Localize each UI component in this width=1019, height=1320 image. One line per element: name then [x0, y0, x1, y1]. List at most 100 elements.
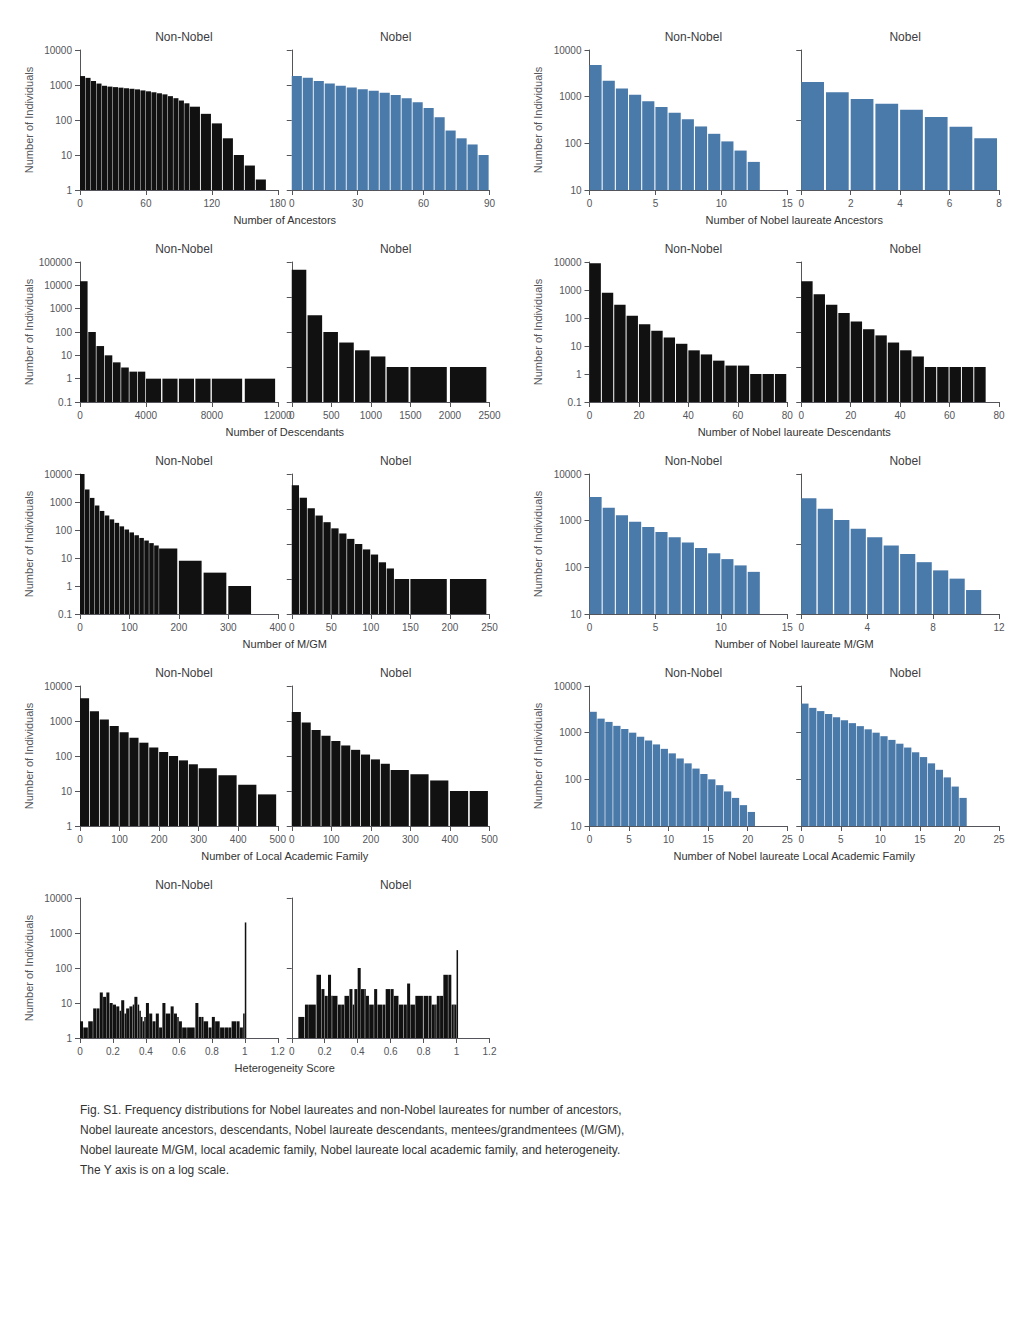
- svg-text:4000: 4000: [135, 410, 158, 421]
- svg-text:0.4: 0.4: [139, 1046, 153, 1057]
- svg-text:1000: 1000: [50, 303, 73, 314]
- svg-text:0: 0: [587, 834, 593, 845]
- svg-text:12: 12: [993, 622, 1005, 633]
- svg-text:120: 120: [203, 198, 220, 209]
- svg-text:400: 400: [230, 834, 247, 845]
- svg-text:Nobel: Nobel: [889, 242, 920, 256]
- svg-text:10: 10: [61, 998, 73, 1009]
- svg-text:10: 10: [61, 150, 73, 161]
- svg-text:Number of Individuals: Number of Individuals: [532, 702, 544, 809]
- svg-text:1.2: 1.2: [271, 1046, 285, 1057]
- svg-text:0: 0: [289, 410, 295, 421]
- svg-text:8: 8: [930, 622, 936, 633]
- svg-text:0.1: 0.1: [58, 397, 72, 408]
- svg-text:0.1: 0.1: [568, 397, 582, 408]
- svg-text:200: 200: [363, 834, 380, 845]
- svg-text:500: 500: [481, 834, 498, 845]
- svg-text:Number of Individuals: Number of Individuals: [532, 490, 544, 597]
- svg-text:Number of Nobel laureate Desce: Number of Nobel laureate Descendants: [698, 426, 892, 438]
- svg-text:1000: 1000: [559, 515, 582, 526]
- svg-text:200: 200: [171, 622, 188, 633]
- svg-text:100: 100: [565, 138, 582, 149]
- svg-text:90: 90: [484, 198, 496, 209]
- svg-text:6: 6: [947, 198, 953, 209]
- svg-text:Nobel: Nobel: [380, 878, 411, 892]
- svg-text:0: 0: [289, 1046, 295, 1057]
- svg-text:10: 10: [875, 834, 887, 845]
- svg-text:500: 500: [323, 410, 340, 421]
- svg-text:2000: 2000: [439, 410, 462, 421]
- svg-text:0: 0: [77, 410, 83, 421]
- svg-text:200: 200: [151, 834, 168, 845]
- svg-text:1: 1: [66, 821, 72, 832]
- svg-text:1.2: 1.2: [483, 1046, 497, 1057]
- svg-text:100: 100: [55, 525, 72, 536]
- svg-text:100: 100: [55, 751, 72, 762]
- svg-text:Nobel: Nobel: [380, 666, 411, 680]
- svg-text:Number of M/GM: Number of M/GM: [243, 638, 327, 650]
- svg-text:Nobel: Nobel: [889, 30, 920, 44]
- svg-text:5: 5: [653, 622, 659, 633]
- svg-text:300: 300: [402, 834, 419, 845]
- svg-text:180: 180: [269, 198, 286, 209]
- svg-text:60: 60: [732, 410, 744, 421]
- svg-text:4: 4: [897, 198, 903, 209]
- svg-text:100: 100: [121, 622, 138, 633]
- svg-text:0: 0: [77, 834, 83, 845]
- svg-text:0.6: 0.6: [384, 1046, 398, 1057]
- svg-text:Non-Nobel: Non-Nobel: [155, 878, 212, 892]
- svg-text:20: 20: [742, 834, 754, 845]
- svg-text:1: 1: [66, 373, 72, 384]
- svg-text:10000: 10000: [554, 45, 582, 56]
- svg-text:10000: 10000: [554, 469, 582, 480]
- svg-text:0: 0: [587, 622, 593, 633]
- svg-text:1000: 1000: [50, 497, 73, 508]
- svg-text:0: 0: [798, 622, 804, 633]
- svg-text:0.2: 0.2: [106, 1046, 120, 1057]
- svg-text:20: 20: [633, 410, 645, 421]
- svg-text:15: 15: [914, 834, 926, 845]
- svg-text:10: 10: [61, 350, 73, 361]
- svg-text:15: 15: [703, 834, 715, 845]
- svg-text:Number of Nobel laureate Local: Number of Nobel laureate Local Academic …: [673, 850, 915, 862]
- svg-text:Number of Descendants: Number of Descendants: [225, 426, 344, 438]
- svg-text:Nobel: Nobel: [889, 666, 920, 680]
- svg-text:10000: 10000: [44, 681, 72, 692]
- svg-text:10: 10: [716, 198, 728, 209]
- svg-text:Nobel: Nobel: [380, 30, 411, 44]
- svg-text:Nobel: Nobel: [380, 454, 411, 468]
- svg-text:10000: 10000: [554, 681, 582, 692]
- svg-text:Non-Nobel: Non-Nobel: [665, 242, 722, 256]
- svg-text:1: 1: [242, 1046, 248, 1057]
- svg-text:Number of Individuals: Number of Individuals: [23, 702, 35, 809]
- svg-text:150: 150: [402, 622, 419, 633]
- svg-text:2: 2: [848, 198, 854, 209]
- svg-text:1000: 1000: [50, 80, 73, 91]
- svg-text:250: 250: [481, 622, 498, 633]
- svg-text:Number of Individuals: Number of Individuals: [23, 278, 35, 385]
- svg-text:1: 1: [66, 1033, 72, 1044]
- svg-text:1000: 1000: [559, 285, 582, 296]
- svg-text:Number of Local Academic Famil: Number of Local Academic Family: [201, 850, 368, 862]
- svg-text:Non-Nobel: Non-Nobel: [665, 454, 722, 468]
- svg-text:0.8: 0.8: [417, 1046, 431, 1057]
- svg-text:4: 4: [864, 622, 870, 633]
- svg-text:Number of Nobel laureate M/GM: Number of Nobel laureate M/GM: [715, 638, 874, 650]
- svg-text:Fig. S1. Frequency distributio: Fig. S1. Frequency distributions for Nob…: [80, 1103, 622, 1117]
- svg-text:Number of Individuals: Number of Individuals: [23, 914, 35, 1021]
- svg-text:40: 40: [683, 410, 695, 421]
- svg-text:1: 1: [66, 185, 72, 196]
- svg-text:15: 15: [782, 198, 794, 209]
- svg-text:Nobel laureate ancestors, desc: Nobel laureate ancestors, descendants, N…: [80, 1123, 624, 1137]
- svg-text:10: 10: [570, 821, 582, 832]
- svg-text:500: 500: [269, 834, 286, 845]
- svg-text:Nobel laureate M/GM, local aca: Nobel laureate M/GM, local academic fami…: [80, 1143, 620, 1157]
- svg-text:25: 25: [993, 834, 1005, 845]
- svg-text:0: 0: [289, 622, 295, 633]
- svg-text:0.4: 0.4: [351, 1046, 365, 1057]
- svg-text:0: 0: [77, 622, 83, 633]
- svg-text:80: 80: [993, 410, 1005, 421]
- svg-text:Number of Individuals: Number of Individuals: [532, 66, 544, 173]
- svg-text:Heterogeneity Score: Heterogeneity Score: [235, 1062, 335, 1074]
- svg-text:0: 0: [289, 198, 295, 209]
